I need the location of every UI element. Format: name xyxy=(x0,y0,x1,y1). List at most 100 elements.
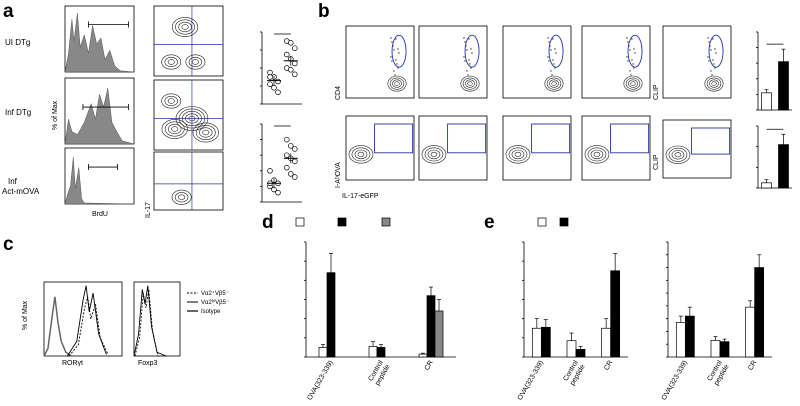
c-xlabel-foxp3: Foxp3 xyxy=(138,360,158,367)
b-plot-frame xyxy=(418,115,488,181)
b-contour xyxy=(354,149,368,160)
data-point xyxy=(275,189,281,196)
b-dot xyxy=(547,37,549,39)
panel-d: d OVA(323-339) Controlpeptide CR xyxy=(262,212,456,402)
data-point xyxy=(284,136,290,143)
b-dot xyxy=(627,41,629,43)
b-dot xyxy=(469,63,471,65)
x-category-label: CR xyxy=(603,360,614,372)
b-contour xyxy=(668,147,688,162)
b-dot xyxy=(554,67,556,69)
contour-ring xyxy=(167,59,175,65)
b-gate xyxy=(691,127,731,155)
b-contour xyxy=(711,81,717,86)
b-contour xyxy=(551,81,557,86)
b-dot xyxy=(468,59,470,61)
b-dot xyxy=(468,38,470,40)
b-dot xyxy=(397,48,399,50)
panel-a: a UI DTg Inf DTg Inf Act-mOVA % of Max B… xyxy=(2,1,302,218)
b-dot xyxy=(548,41,550,43)
b-dot xyxy=(629,49,631,51)
b-dot xyxy=(712,59,714,61)
b-dot xyxy=(393,49,395,51)
bar xyxy=(418,353,428,358)
c-isotype-curve xyxy=(43,296,72,357)
panel-letter-d: d xyxy=(262,212,274,233)
bar xyxy=(368,346,378,358)
b-dot xyxy=(627,60,629,62)
contour-ylabel: IL-17 xyxy=(145,202,152,218)
panel-letter-a: a xyxy=(3,1,14,22)
b-dot xyxy=(551,74,553,76)
bar xyxy=(601,327,612,358)
data-point xyxy=(267,168,273,174)
chart-e-il22: OVA(323-339) Controlpeptide CR xyxy=(661,241,772,402)
x-category-label-line: CR xyxy=(424,360,435,372)
b-dot xyxy=(547,56,549,58)
bar xyxy=(761,92,772,111)
bar xyxy=(675,322,686,358)
il17-contour-plots xyxy=(153,5,224,211)
contour-ring xyxy=(164,95,178,107)
bar xyxy=(710,340,721,358)
hist-xlabel: BrdU xyxy=(92,211,108,218)
data-point xyxy=(292,158,298,165)
b-gate xyxy=(610,123,650,154)
b-dot xyxy=(713,63,715,65)
x-category-label: OVA(323-339) xyxy=(517,360,545,402)
b-contour xyxy=(427,149,441,160)
contour-ring xyxy=(181,24,189,30)
b-dot xyxy=(631,38,633,40)
b-dot xyxy=(710,49,712,51)
x-category-label: Controlpeptide xyxy=(706,359,731,387)
chart-e-ifn: OVA(323-339) Controlpeptide CR xyxy=(517,217,628,402)
row2-ylabel: I-AᵇOVA xyxy=(335,162,342,188)
b-dot xyxy=(714,48,716,50)
row2-ylabel-clip: CLIP xyxy=(653,154,660,170)
b-gate xyxy=(391,34,407,68)
b-dot xyxy=(396,63,398,65)
b-contour xyxy=(671,150,685,160)
row2-xlabel: IL-17-eGFP xyxy=(342,193,379,200)
b-contour xyxy=(593,151,601,157)
x-category-label-line: OVA(323-339) xyxy=(661,360,689,402)
b-dot xyxy=(548,60,550,62)
b-contour xyxy=(546,77,562,90)
b-contour xyxy=(590,149,604,160)
row1-ylabel-clip: CLIP xyxy=(653,84,660,100)
b-dot xyxy=(397,67,399,69)
bar xyxy=(684,315,695,358)
c-curve-hi xyxy=(67,285,107,357)
c-legend-item-1: Vα2ʰⁱVβ5⁻ xyxy=(201,298,229,306)
panel-b: b CD4 CLIP I-AᵇOVA CLIP IL-17-eGFP xyxy=(318,1,792,200)
contour-ring xyxy=(185,113,199,124)
b-dot xyxy=(633,67,635,69)
chart-ia-ova-cells xyxy=(756,31,792,111)
contour-ring xyxy=(175,19,195,35)
b-dot xyxy=(391,60,393,62)
b-dot xyxy=(626,37,628,39)
data-point xyxy=(292,71,298,78)
contour-ring xyxy=(171,17,199,37)
contour-ring xyxy=(195,125,216,141)
b-dot xyxy=(714,67,716,69)
b-contour xyxy=(351,147,371,162)
b-dot xyxy=(710,70,712,72)
contour-ring xyxy=(168,123,182,135)
x-category-label-line: CR xyxy=(747,360,758,372)
contour-ring xyxy=(185,54,206,70)
contour-ring xyxy=(164,56,178,68)
b-dot xyxy=(470,67,472,69)
b-dot xyxy=(470,48,472,50)
b-contour xyxy=(394,81,400,86)
b-contour xyxy=(387,75,407,92)
b-dot xyxy=(634,52,636,54)
chart-brdu-cells xyxy=(260,31,302,105)
b-contour xyxy=(544,75,564,92)
bar xyxy=(326,272,336,358)
data-point xyxy=(288,67,294,73)
b-dot xyxy=(707,37,709,39)
row-label-inf: Inf xyxy=(8,177,18,186)
bar xyxy=(778,144,789,189)
b-gate xyxy=(447,123,487,154)
